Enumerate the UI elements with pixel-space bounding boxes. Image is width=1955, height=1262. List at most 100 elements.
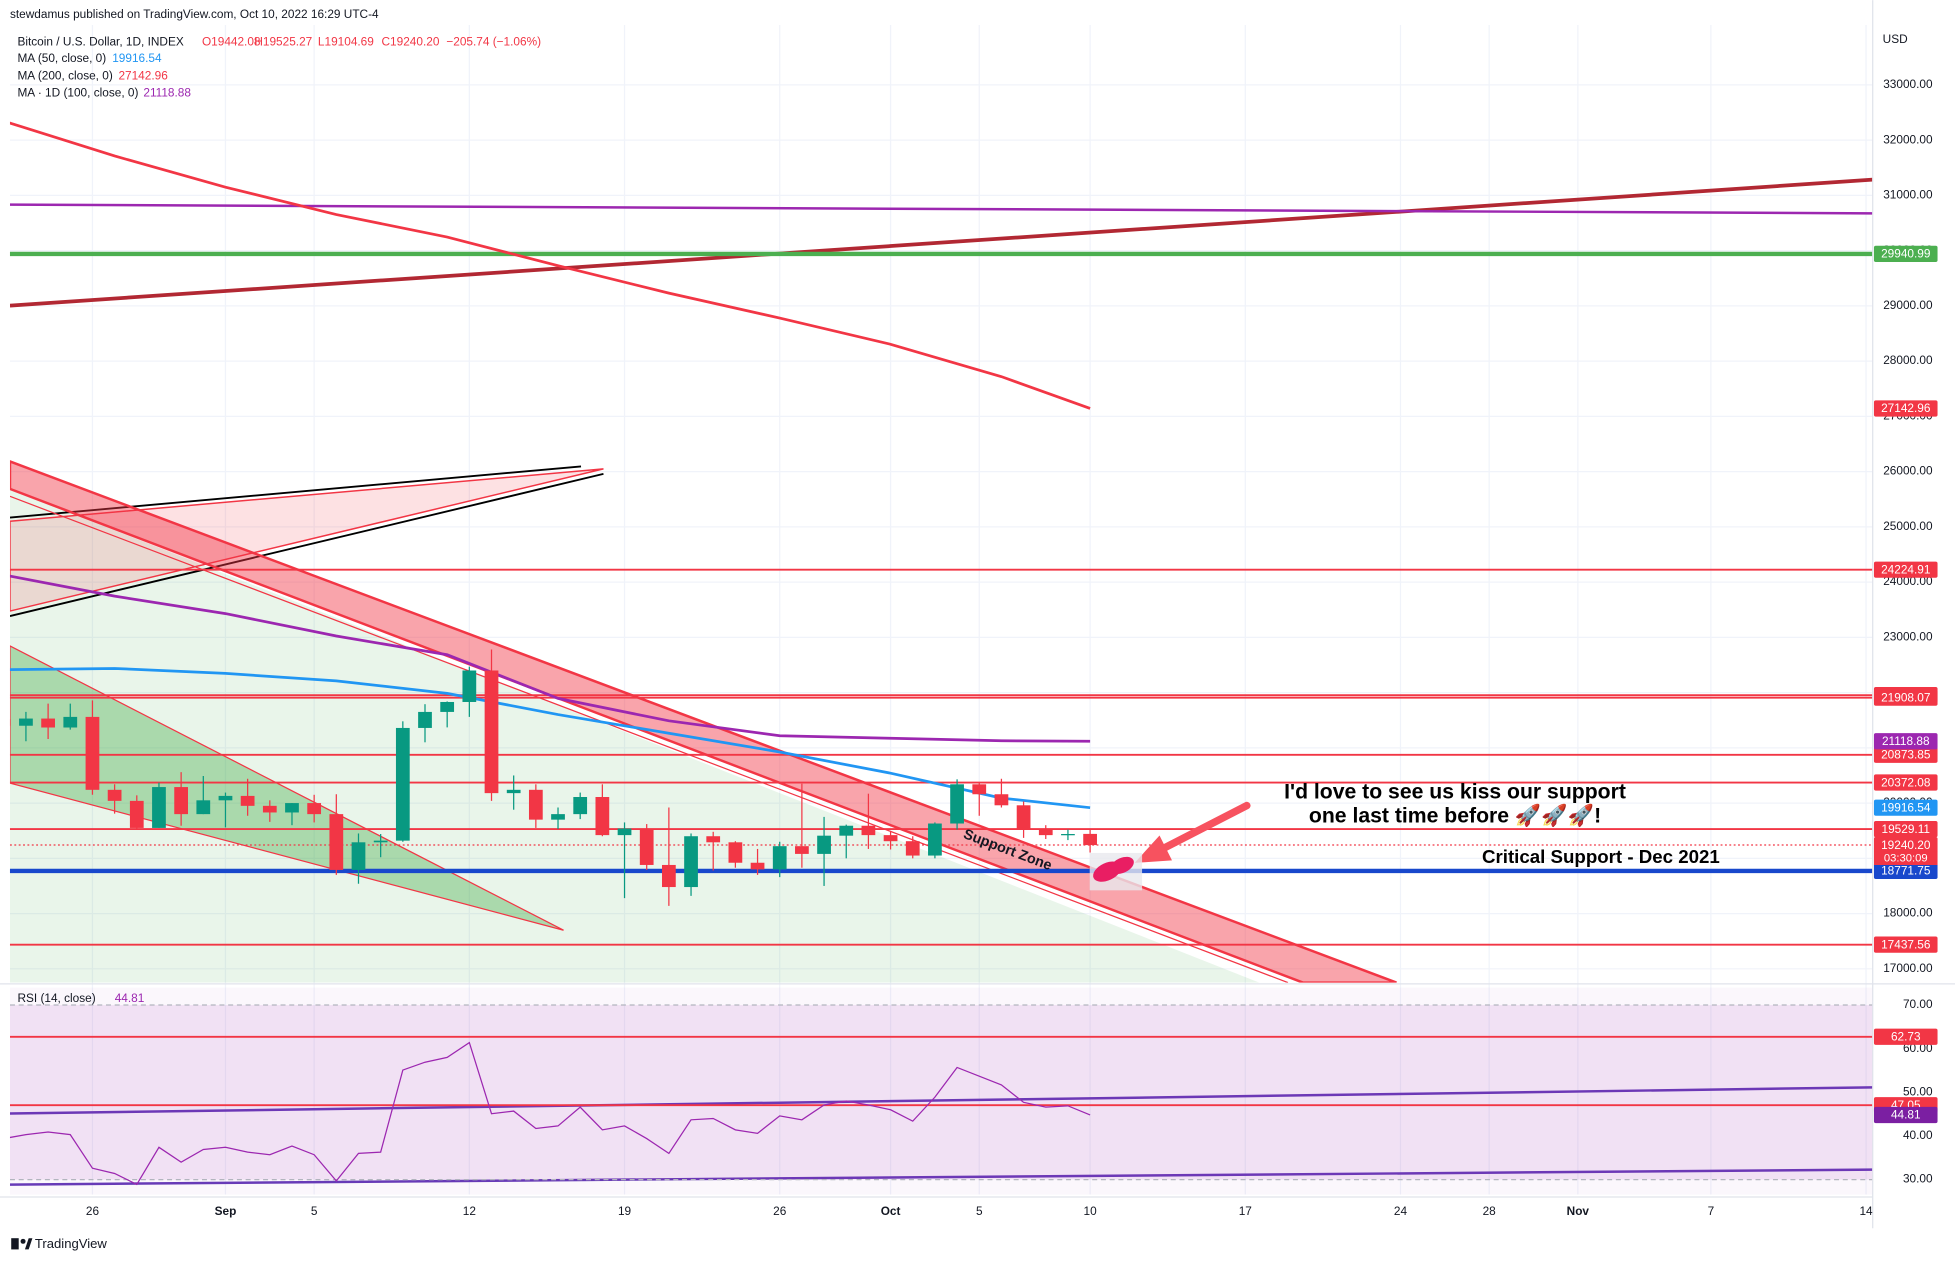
legend-name: MA · 1D (100, close, 0) [17,86,138,100]
logo [24,1238,33,1250]
channel-line [9,495,1289,983]
legend-name: MA (50, close, 0) [17,51,106,65]
resistance-channel [9,460,1397,983]
candle-body [551,814,565,820]
arrow-head [1134,835,1173,863]
kiss-icon [1110,856,1134,874]
ma-line [9,574,1091,743]
candle-body [905,841,920,856]
candle-body [1038,829,1053,836]
x-tick-label: 17 [1239,1204,1252,1218]
ma-label-box [1873,799,1938,816]
logo [20,1238,26,1244]
grid [9,25,1873,1195]
ohlc-open: O19442.08 [202,35,261,49]
ma-line [9,667,1091,810]
level-label: 17437.56 [1881,937,1931,951]
candle-body [617,828,632,836]
rsi-trend-line [9,1168,1873,1186]
candle-body [240,795,255,806]
candle-body [418,711,432,728]
ma-label-box [1873,733,1938,750]
x-tick-label: Sep [215,1204,237,1218]
y-tick-label: 32000.00 [1883,132,1933,146]
annotation: one last time before 🚀🚀🚀! [1309,802,1601,827]
rsi-value: 44.81 [115,991,145,1005]
candle-body [85,716,100,790]
level-label: 24224.91 [1881,562,1930,576]
candle-body [174,787,189,815]
candle-body [285,803,299,813]
level-label-box [1873,862,1938,880]
x-tick-label: 12 [463,1204,476,1218]
candle-body [218,795,233,801]
candle-body [440,701,455,712]
x-tick-label: 10 [1084,1204,1098,1218]
candle-body [595,797,610,836]
level-label: 19529.11 [1882,822,1930,836]
ma-label-box [1873,400,1938,417]
rising-wedge [9,468,604,612]
candle-body [19,718,33,726]
legend-value: 21118.88 [143,86,191,100]
rsi-level-label-box [1873,1028,1938,1045]
last-price-label-box [1873,836,1938,854]
ohlc-high: H19525.27 [254,35,312,49]
publisher: stewdamus published on TradingView.com, … [10,7,379,21]
trend-line [9,465,582,519]
countdown: 03:30:09 [1884,853,1928,865]
x-tick-label: 14 [1859,1204,1873,1218]
legend-value: 27142.96 [118,68,168,82]
level-label-box [1873,245,1938,262]
candle-body [861,825,876,836]
candle-body [462,670,477,702]
candle-body [63,716,78,728]
candle-body [972,784,987,795]
y-tick-label: 23000.00 [1883,629,1933,643]
candle-body [750,862,765,870]
countdown-box [1873,851,1938,866]
y-tick-label: 29000.00 [1883,298,1933,312]
rsi-title: RSI (14, close) [17,991,95,1005]
x-tick-label: 28 [1483,1204,1497,1218]
trend-line [9,177,1873,308]
rsi-tick-label: 50.00 [1903,1084,1933,1098]
level-label: 21908.07 [1881,690,1930,704]
rsi-tick-label: 70.00 [1903,997,1933,1011]
annotation: I'd love to see us kiss our support [1284,781,1626,804]
footer: TradingView [35,1236,108,1251]
level-label-box [1873,774,1938,791]
legend-value: 19916.54 [112,51,162,65]
axis: 17000.0018000.0019000.0020000.0021000.00… [86,77,1938,1218]
arrow [1153,801,1251,856]
y-tick-label: 33000.00 [1883,77,1933,91]
candle-body [883,835,898,842]
x-tick-label: 19 [618,1204,632,1218]
ma-label: 27142.96 [1881,401,1931,415]
rsi-last-label: 44.81 [1891,1108,1921,1122]
x-tick-label: Nov [1567,1204,1590,1218]
rsi-tick-label: 30.00 [1903,1172,1933,1186]
rsi-band [9,1005,1873,1180]
price-series [9,121,1097,906]
candle-body [706,836,721,843]
y-tick-label: 25000.00 [1883,519,1933,533]
y-tick-label: 31000.00 [1883,188,1933,202]
candle-body [1083,833,1097,846]
legend-name: MA (200, close, 0) [17,68,112,82]
trend-line [9,203,1873,215]
chart-title: Bitcoin / U.S. Dollar, 1D, INDEX [17,35,183,49]
y-tick-label: 28000.00 [1883,353,1933,367]
level-label: 18771.75 [1881,864,1931,878]
level-label-box [1873,746,1938,763]
candle-body [994,794,1009,806]
candle-body [307,803,322,815]
logo [11,1238,19,1250]
x-tick-label: 26 [773,1204,787,1218]
candle-body [839,825,854,836]
drawings [9,177,1873,983]
ohlc-change: −205.74 (−1.06%) [446,35,541,49]
candle-body [9,719,11,726]
